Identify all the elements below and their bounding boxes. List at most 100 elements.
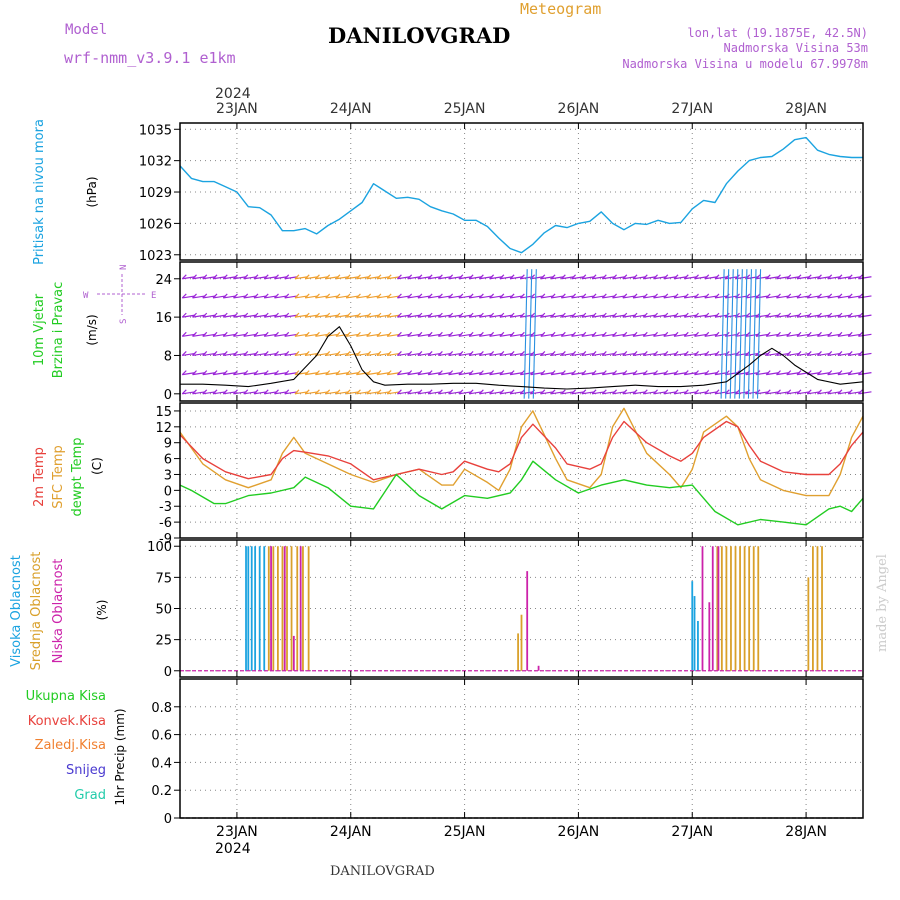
wind-arrow: [551, 276, 565, 280]
wind-arrow: [766, 372, 780, 376]
wind-arrow: [858, 352, 872, 357]
wind-arrow-head: [417, 293, 423, 299]
wind-barb-strong: [725, 269, 730, 399]
wind-arrow-head: [284, 331, 290, 337]
wind-arrow: [387, 391, 401, 395]
wind-arrow: [714, 314, 729, 318]
wind-arrow-head: [837, 293, 843, 299]
wind-arrow: [571, 333, 585, 337]
wind-arrow-head: [345, 331, 351, 337]
wind-arrow: [858, 391, 872, 395]
wind-arrow: [315, 391, 329, 395]
wind-arrow: [274, 276, 288, 280]
wind-arrow-head: [468, 331, 474, 337]
wind-arrow-head: [806, 351, 812, 356]
wind-arrow: [335, 295, 350, 299]
wind-arrow-head: [858, 389, 863, 395]
wind-arrow: [643, 295, 657, 299]
wind-arrow-head: [786, 331, 792, 337]
wind-arrow-head: [519, 331, 525, 337]
wind-arrow: [602, 276, 616, 280]
wind-arrow-head: [233, 274, 238, 280]
wind-arrow: [223, 333, 237, 337]
wind-arrow-head: [427, 312, 433, 318]
wind-arrow: [551, 314, 565, 318]
wind-arrow: [632, 372, 647, 376]
wind-arrow-head: [632, 331, 638, 337]
wind-arrow-head: [468, 351, 474, 356]
wind-barb-strong: [738, 269, 743, 399]
model-label: Model: [65, 22, 107, 38]
wind-arrow: [335, 391, 350, 395]
wind-arrow-head: [315, 389, 320, 395]
wind-arrow: [786, 276, 800, 280]
wind-arrow-head: [325, 312, 331, 318]
wind-arrow-head: [294, 274, 300, 280]
wind-arrow-head: [663, 389, 669, 395]
wind-arrow-head: [499, 274, 505, 280]
wind-arrow: [469, 391, 483, 395]
wind-arrow: [643, 276, 657, 280]
wind-arrow-head: [817, 351, 822, 356]
wind-arrow-head: [581, 389, 587, 395]
wind-arrow: [612, 276, 626, 280]
wind-arrow: [622, 333, 636, 337]
wind-arrow: [786, 314, 800, 318]
wind-arrow: [376, 314, 391, 318]
ytick-label-temperature: 15: [155, 405, 172, 420]
wind-arrow-head: [294, 331, 300, 337]
wind-arrow: [725, 295, 739, 299]
wind-arrow: [294, 352, 309, 357]
wind-arrow: [776, 352, 790, 357]
wind-arrow-head: [437, 312, 443, 318]
wind-arrow: [264, 391, 278, 395]
wind-arrow: [581, 295, 595, 299]
wind-arrow: [551, 333, 565, 337]
wind-arrow-head: [233, 312, 238, 318]
wind-arrow: [366, 276, 380, 280]
wind-arrow-head: [335, 312, 341, 318]
wind-arrow: [469, 295, 483, 299]
wind-arrow: [356, 276, 370, 280]
wind-arrow-head: [540, 274, 546, 280]
wind-arrow: [356, 295, 370, 299]
wind-arrow-head: [847, 389, 853, 395]
wind-arrow: [499, 372, 513, 376]
dewpoint-line: [179, 460, 864, 526]
wind-arrow: [612, 314, 626, 318]
credit: made by Angel: [875, 554, 890, 652]
ytick-label-temperature: 0: [164, 484, 172, 499]
wind-arrow-head: [192, 331, 197, 337]
wind-arrow-head: [581, 312, 587, 318]
wind-arrow-head: [448, 331, 454, 337]
wind-arrow: [253, 372, 268, 376]
time-label-bottom: 26JAN: [558, 824, 600, 840]
wind-arrow: [202, 314, 216, 318]
wind-arrow-head: [858, 312, 863, 318]
wind-arrow: [407, 372, 421, 376]
wind-arrow: [551, 295, 565, 299]
wind-arrow-head: [202, 312, 208, 318]
wind-arrow-head: [274, 293, 279, 299]
wind-arrow-head: [796, 351, 802, 356]
wind-arrow: [264, 333, 278, 337]
wind-arrow: [653, 295, 667, 299]
wind-arrow-head: [642, 312, 648, 318]
wind-arrow-head: [233, 370, 238, 376]
wind-arrow-head: [519, 389, 525, 395]
wind-arrow: [294, 391, 309, 395]
wind-arrow-head: [622, 331, 628, 337]
wind-arrow-head: [663, 351, 669, 356]
wind-arrow-head: [509, 351, 515, 356]
wind-arrow-head: [366, 274, 372, 280]
wind-arrow-head: [212, 293, 218, 299]
wind-arrow-head: [571, 331, 577, 337]
wind-arrow: [612, 295, 626, 299]
wind-arrow-head: [458, 370, 464, 376]
wind-arrow: [858, 295, 872, 299]
wind-arrow-head: [263, 351, 269, 356]
wind-arrow-head: [489, 331, 495, 337]
wind-arrow-head: [499, 389, 505, 395]
wind-arrow-head: [315, 331, 320, 337]
wind-arrow-head: [776, 293, 781, 299]
